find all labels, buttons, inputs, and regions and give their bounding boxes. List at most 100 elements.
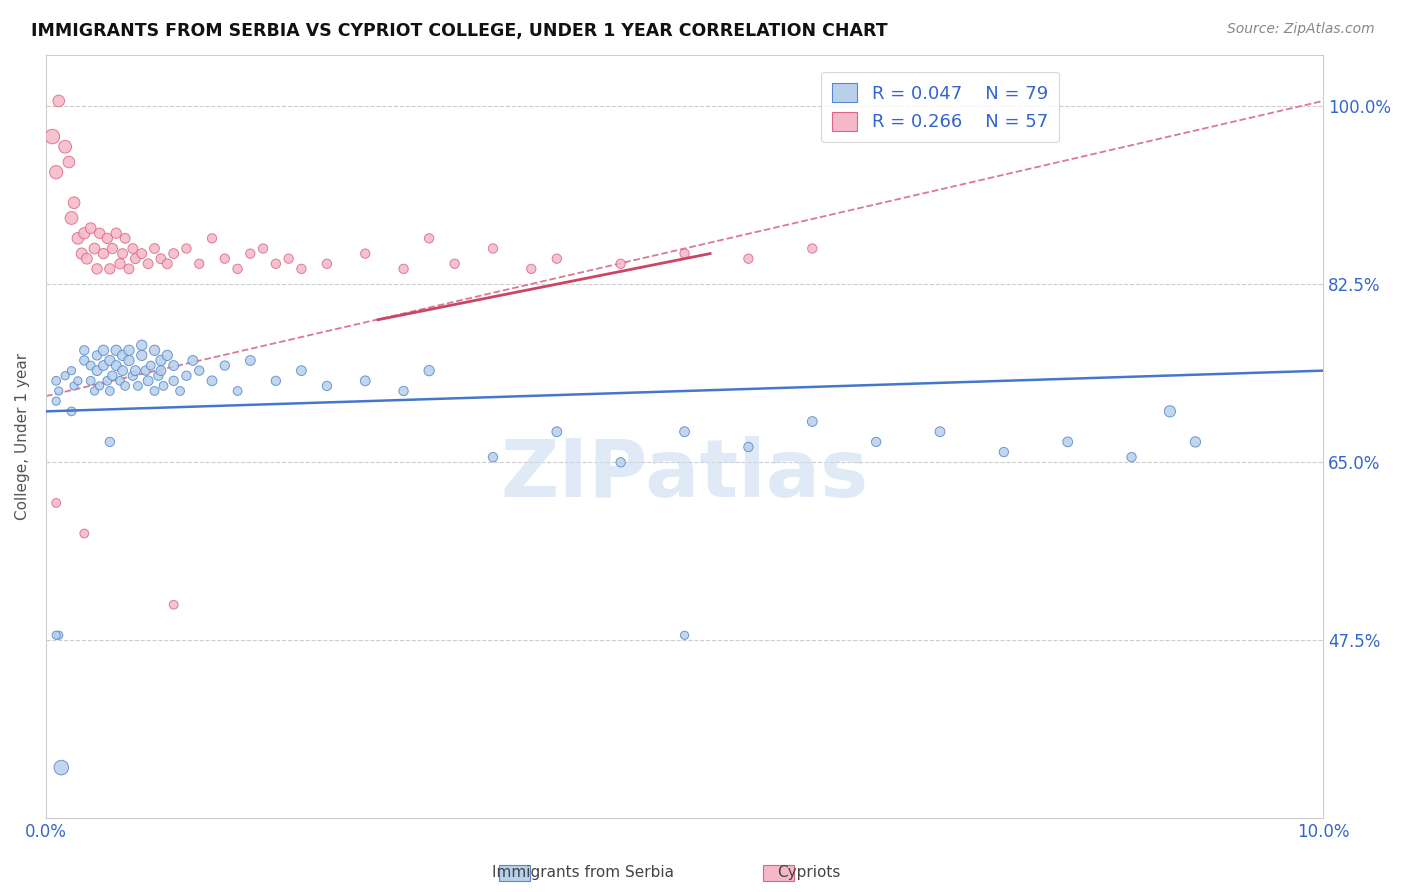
Point [66,231,89,245]
Point [114,231,136,245]
Point [96,374,118,388]
Point [1056,434,1078,449]
Point [70,246,93,260]
Point [290,364,312,378]
Point [118,261,141,276]
Point [86,348,108,362]
Point [73,343,96,358]
Point [149,353,172,368]
Point [176,242,198,256]
Point [737,440,759,454]
Point [60,404,83,418]
Point [96,231,118,245]
Point [93,359,115,373]
Point [316,257,339,271]
Point [131,348,153,362]
Point [163,359,186,373]
Point [139,359,162,373]
Point [418,364,440,378]
Point [63,379,86,393]
Point [124,364,146,378]
Point [673,246,696,260]
Point [73,526,96,541]
Point [86,364,108,378]
Point [45,394,67,409]
Point [131,338,153,352]
Point [226,261,249,276]
Point [79,359,101,373]
Point [136,257,159,271]
Point [127,379,149,393]
Point [929,425,952,439]
Point [609,455,631,469]
Point [163,374,186,388]
Point [89,226,111,240]
Point [214,359,236,373]
Point [118,353,141,368]
Point [79,221,101,235]
Point [392,261,415,276]
Point [86,261,108,276]
Point [83,384,105,398]
Point [89,379,111,393]
Point [201,374,224,388]
Point [121,368,143,383]
Point [482,242,505,256]
Point [673,425,696,439]
Point [45,628,67,642]
Point [118,343,141,358]
Point [354,246,377,260]
Point [83,242,105,256]
Point [73,353,96,368]
Point [58,155,80,169]
Y-axis label: College, Under 1 year: College, Under 1 year [15,353,30,520]
Point [239,246,262,260]
Point [60,211,83,225]
Point [41,129,63,144]
Point [443,257,465,271]
Point [108,374,131,388]
Point [45,165,67,179]
Point [609,257,631,271]
Point [149,252,172,266]
Point [201,231,224,245]
Point [101,368,124,383]
Point [239,353,262,368]
Point [93,246,115,260]
Point [546,252,568,266]
Point [392,384,415,398]
Point [264,257,287,271]
Point [98,434,121,449]
Point [63,195,86,210]
Point [316,379,339,393]
Point [111,246,134,260]
Point [105,359,128,373]
Point [354,374,377,388]
Point [105,226,128,240]
Point [214,252,236,266]
Point [136,374,159,388]
Text: ZIPatlas: ZIPatlas [501,436,869,514]
Text: Immigrants from Serbia: Immigrants from Serbia [492,865,675,880]
Point [1121,450,1143,465]
Point [993,445,1015,459]
Point [53,368,76,383]
Point [79,374,101,388]
Point [51,761,73,775]
Point [188,364,211,378]
Point [801,415,824,429]
Point [673,628,696,642]
Point [226,384,249,398]
Point [252,242,274,256]
Point [48,628,70,642]
Point [546,425,568,439]
Legend: R = 0.047    N = 79, R = 0.266    N = 57: R = 0.047 N = 79, R = 0.266 N = 57 [821,71,1059,142]
Point [290,261,312,276]
Point [865,434,887,449]
Point [73,226,96,240]
Point [148,368,170,383]
Point [60,364,83,378]
Point [48,94,70,108]
Point [121,242,143,256]
Point [108,257,131,271]
